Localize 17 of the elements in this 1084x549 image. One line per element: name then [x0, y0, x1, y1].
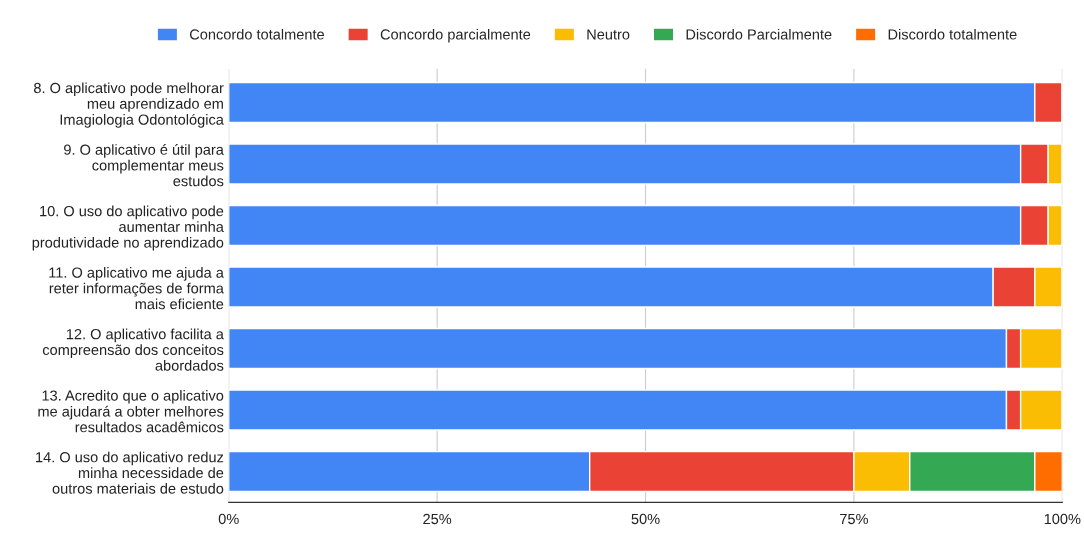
legend-label: Discordo Parcialmente: [686, 28, 832, 40]
y-tick-label: 9. O aplicativo é útil para complementar meus estudos: [64, 143, 224, 187]
legend-label: Neutro: [587, 29, 630, 40]
legend-label: Concordo totalmente: [189, 28, 324, 40]
legend-label: Concordo parcialmente: [380, 28, 531, 43]
legend-label: Discordo totalmente: [888, 28, 1017, 40]
y-tick-label: 10. O uso do aplicativo pode aumentar minha produtividade no aprendizado: [32, 205, 224, 251]
y-tick-label: 12. O aplicativo facilita a compreensão dos conceitos abordados: [42, 328, 224, 371]
x-tick-label: 75%: [840, 513, 868, 525]
y-tick-label: 8. O aplicativo pode melhorar meu aprendizado em Imagiologia Odontológica: [34, 82, 224, 128]
x-tick-label: 25%: [423, 513, 452, 525]
x-tick-label: 100%: [1044, 513, 1081, 525]
y-tick-label: 11. O aplicativo me ajuda a reter informações de forma mais eficiente: [49, 267, 224, 310]
x-tick-label: 50%: [631, 513, 660, 525]
y-tick-label: 14. O uso do aplicativo reduz minha necessidade de outros materiais de estudo: [36, 451, 224, 494]
y-tick-label: 13. Acredito que o aplicativo me ajudará a obter melhores resultados acadêmicos: [38, 390, 224, 433]
x-tick-label: 0%: [218, 513, 239, 525]
